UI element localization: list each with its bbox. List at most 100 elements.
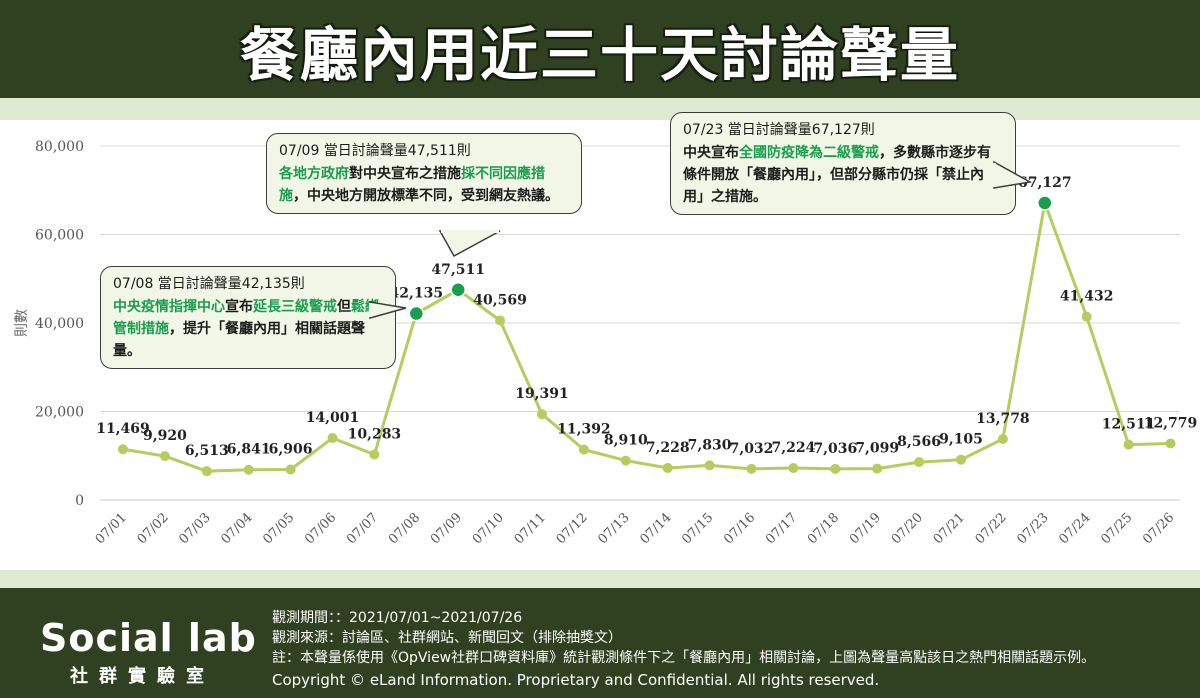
callout-0723: 07/23 當日討論聲量67,127則 中央宣布全國防疫降為二級警戒，多數縣市逐… [670,112,1016,215]
data-label: 11,469 [96,421,150,437]
data-label: 7,036 [813,441,857,457]
data-label: 8,566 [897,434,941,450]
bottom-band [0,570,1200,588]
y-tick-label: 60,000 [35,228,84,244]
x-tick-label: 07/18 [805,510,842,547]
x-tick-label: 07/15 [679,510,716,547]
data-label: 12,779 [1144,415,1198,431]
y-tick-label: 0 [75,493,84,509]
data-label: 13,778 [976,411,1030,427]
data-point [788,463,799,474]
data-label: 42,135 [390,286,444,302]
data-label: 7,228 [646,440,690,456]
data-label: 19,391 [515,386,569,402]
data-point [243,464,254,475]
data-label: 11,392 [557,422,611,438]
header-bar: 餐廳內用近三十天討論聲量 [0,0,1200,98]
data-label: 9,105 [939,432,983,448]
x-tick-label: 07/02 [135,510,172,547]
data-point [159,451,170,462]
x-tick-label: 07/01 [93,510,130,547]
callout-text: 中央宣布 [683,145,739,161]
data-label: 12,511 [1102,417,1156,433]
data-label: 6,513 [185,443,229,459]
callout-body: 各地方政府對中央宣布之措施採不同因應措施，中央地方開放標準不同，受到網友熱議。 [279,163,569,207]
data-point [578,444,589,455]
series-line [122,197,1171,473]
x-tick-label: 07/09 [428,510,465,547]
x-tick-label: 07/17 [763,510,800,547]
highlight-point [408,305,425,322]
data-point [704,460,715,471]
x-tick-label: 07/08 [386,510,423,547]
data-label: 7,224 [771,440,815,456]
callout-highlight: 延長三級警戒 [253,299,337,315]
y-axis-label: 則數 [14,309,30,337]
callout-text: 對中央宣布之措施 [349,166,461,182]
data-point [1165,438,1176,449]
data-label: 7,099 [855,441,899,457]
data-point [997,434,1008,445]
x-tick-label: 07/20 [889,510,926,547]
data-label: 9,920 [143,428,187,444]
observation-period: 觀測期間：：2021/07/01~2021/07/26 [272,610,523,626]
y-tick-label: 20,000 [35,405,84,421]
footnote: 註：本聲量係使用《OpView社群口碑資料庫》統計觀測條件下之「餐廳內用」相關討… [272,650,1096,666]
data-point [201,466,212,477]
data-label: 6,841 [227,442,271,458]
data-point [956,454,966,465]
logo-text: Social lab [40,616,257,660]
observation-source: 觀測來源：討論區、社群網站、新聞回文（排除抽獎文） [272,630,622,646]
callout-body: 中央疫情指揮中心宣布延長三級警戒但鬆綁管制措施，提升「餐廳內用」相關話題聲量。 [113,296,383,362]
x-tick-label: 07/14 [637,510,674,547]
data-point [285,464,296,475]
x-tick-label: 07/21 [931,510,968,547]
data-label: 41,432 [1060,289,1114,305]
x-tick-label: 07/25 [1098,510,1135,547]
x-tick-label: 07/04 [218,510,255,547]
y-tick-label: 80,000 [35,139,84,155]
data-label: 47,511 [431,262,485,278]
data-label: 14,001 [306,410,360,426]
highlight-point [1037,195,1053,211]
x-tick-label: 07/03 [177,510,214,547]
data-label: 67,127 [1018,175,1072,191]
data-label: 40,569 [473,292,527,308]
callout-title: 07/23 當日討論聲量67,127則 [683,122,875,138]
callout-highlight: 採不同因應措施 [279,166,545,204]
x-tick-label: 07/26 [1140,510,1177,547]
callout-text: 宣布 [225,299,253,315]
page-title: 餐廳內用近三十天討論聲量 [239,21,960,89]
logo-subtitle: 社群實驗室 [70,666,215,687]
data-label: 7,830 [688,437,732,453]
footer [0,588,1200,698]
data-label: 10,283 [348,426,402,442]
x-tick-label: 07/24 [1056,510,1093,547]
data-point [495,315,506,326]
data-point [1081,311,1092,322]
x-tick-label: 07/23 [1015,510,1052,547]
data-point [537,409,547,420]
callout-highlight: 中央疫情指揮中心 [113,299,225,315]
x-tick-label: 07/11 [512,510,549,547]
callout-0708: 07/08 當日討論聲量42,135則 中央疫情指揮中心宣布延長三級警戒但鬆綁管… [100,266,396,369]
data-point [830,463,841,474]
callout-text: ，多數縣市逐步有條件開放「餐廳內用」，但部分縣市仍採「禁止內用」之措施。 [683,145,991,205]
top-band [0,98,1200,120]
data-label: 6,906 [269,441,313,457]
x-tick-label: 07/06 [302,510,339,547]
callout-highlight: 全國防疫降為二級警戒 [739,145,879,161]
data-point [914,457,925,468]
callout-text: ，提升「餐廳內用」相關話題聲量。 [113,321,365,359]
callout-title: 07/09 當日討論聲量47,511則 [279,143,471,159]
x-tick-label: 07/07 [344,510,381,547]
callout-0709: 07/09 當日討論聲量47,511則 各地方政府對中央宣布之措施採不同因應措施… [266,133,582,214]
data-point [662,463,673,474]
x-tick-label: 07/13 [596,510,633,547]
data-point [369,449,380,460]
x-tick-label: 07/16 [721,510,758,547]
data-point [327,433,338,444]
callout-highlight: 各地方政府 [279,166,349,182]
callout-body: 中央宣布全國防疫降為二級警戒，多數縣市逐步有條件開放「餐廳內用」，但部分縣市仍採… [683,142,1003,208]
x-tick-label: 07/10 [470,510,507,547]
